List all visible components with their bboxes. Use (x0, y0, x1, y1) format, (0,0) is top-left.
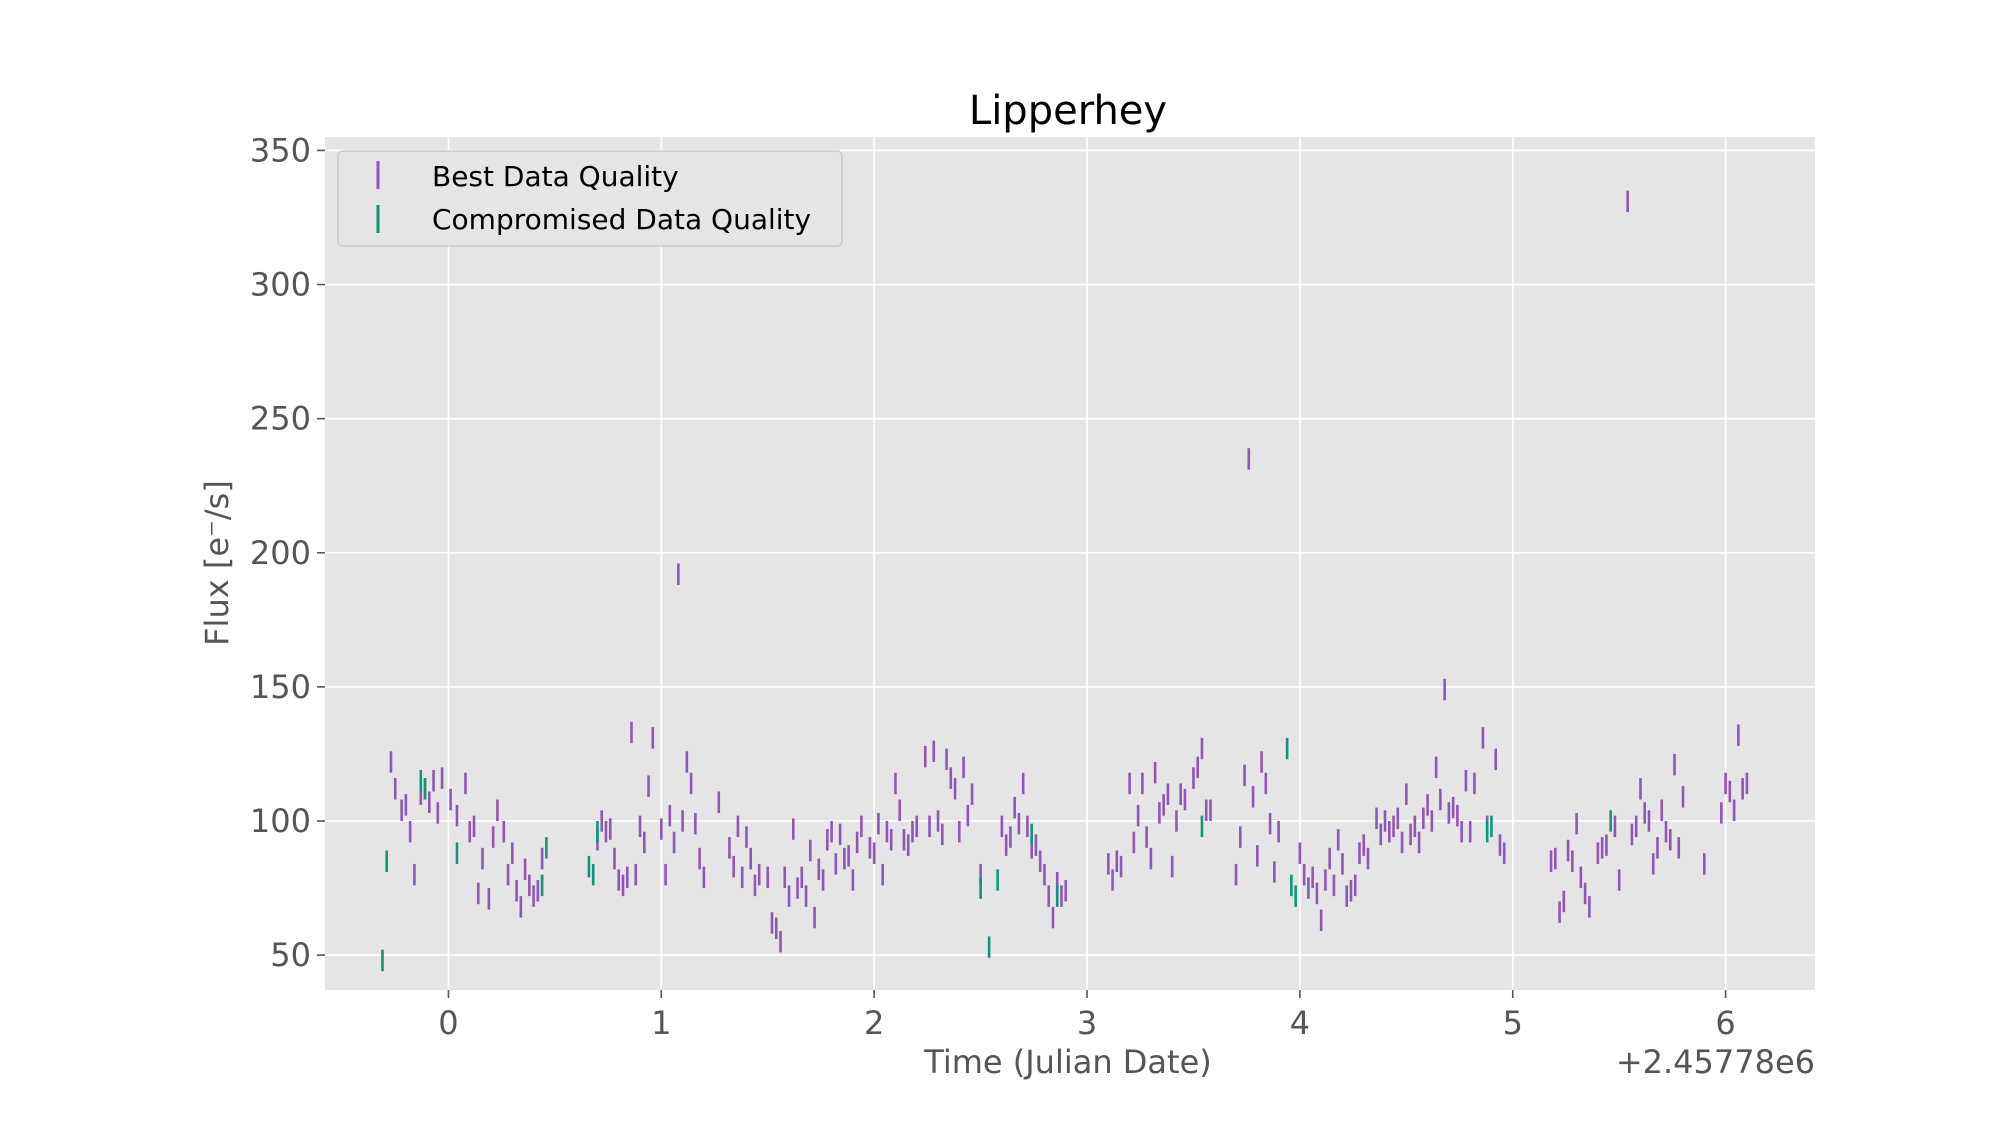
x-tick-label: 5 (1503, 1004, 1523, 1042)
y-tick-label: 150 (250, 668, 311, 706)
y-tick-label: 350 (250, 131, 311, 169)
y-tick-label: 100 (250, 802, 311, 840)
chart-title: Lipperhey (969, 88, 1167, 134)
y-tick-label: 50 (270, 936, 311, 974)
grid-lines (325, 137, 1815, 990)
plot-panel (325, 137, 1815, 990)
x-tick-label: 0 (438, 1004, 458, 1042)
y-axis-label: Flux [e⁻/s] (198, 480, 236, 646)
legend-label-compromised: Compromised Data Quality (432, 203, 811, 236)
x-axis-label: Time (Julian Date) (923, 1043, 1212, 1081)
x-tick-label: 2 (864, 1004, 884, 1042)
data-points (381, 190, 1749, 972)
x-tick-label: 3 (1077, 1004, 1097, 1042)
x-offset-label: +2.45778e6 (1616, 1043, 1815, 1081)
x-tick-label: 6 (1715, 1004, 1735, 1042)
y-tick-label: 300 (250, 266, 311, 304)
y-tick-label: 200 (250, 534, 311, 572)
x-tick-label: 4 (1290, 1004, 1310, 1042)
y-tick-label: 250 (250, 400, 311, 438)
axis-ticks: 0 1 2 3 4 5 6 50 100 150 200 250 300 350 (250, 131, 1736, 1042)
x-tick-label: 1 (651, 1004, 671, 1042)
legend-box (337, 150, 843, 247)
legend: Best Data Quality Compromised Data Quali… (337, 150, 843, 247)
legend-label-best: Best Data Quality (432, 160, 679, 193)
